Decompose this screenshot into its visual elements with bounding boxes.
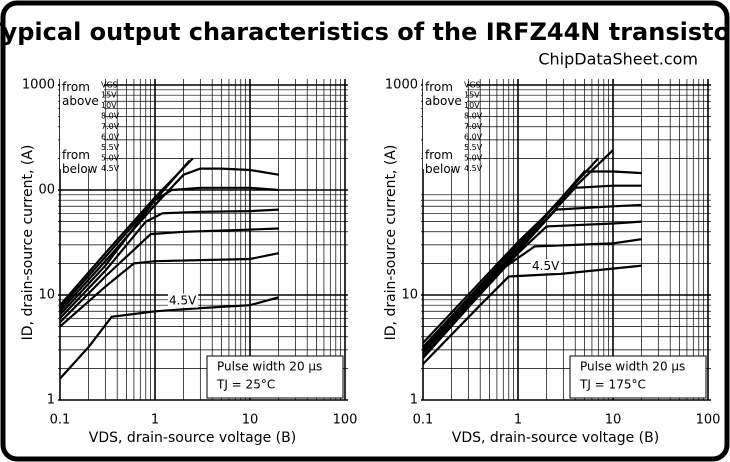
annotation: TJ = 175°C xyxy=(579,378,646,392)
curve xyxy=(422,170,642,351)
annotation: TJ = 25°C xyxy=(216,378,275,392)
legend-above: from above xyxy=(62,80,99,108)
legend-word: from xyxy=(425,80,453,94)
y-tick-label: 1000 xyxy=(22,78,55,93)
legend-above: from above xyxy=(425,80,462,108)
y-tick-label: 1 xyxy=(47,393,55,408)
y-tick-label: 10 xyxy=(38,288,55,303)
legend-word: from xyxy=(62,148,90,162)
curve xyxy=(59,167,279,313)
legend-background xyxy=(423,79,467,169)
curve xyxy=(422,149,614,344)
curve xyxy=(59,208,279,320)
legend-entry: 7.0V xyxy=(464,122,483,131)
x-tick-label: 100 xyxy=(696,413,721,428)
curve-label: 4.5V xyxy=(169,294,197,308)
x-tick-label: 0.1 xyxy=(413,413,434,428)
legend-entry: 5.0V xyxy=(101,154,120,163)
legend-below: from below xyxy=(62,148,98,176)
legend-entry: 7.0V xyxy=(101,122,120,131)
x-tick-label: 10 xyxy=(605,413,622,428)
legend-background xyxy=(60,79,104,169)
curve xyxy=(59,186,279,316)
legend-entry: 15V xyxy=(464,91,480,100)
x-axis-label: VDS, drain-source voltage (B) xyxy=(452,430,659,446)
annotation-box xyxy=(206,355,344,399)
curve xyxy=(422,184,642,353)
x-axis-label: VDS, drain-source voltage (B) xyxy=(89,430,296,446)
legend-entry: 4.5V xyxy=(464,164,483,173)
curve xyxy=(422,203,642,354)
curve xyxy=(422,264,642,365)
legend-word: below xyxy=(62,162,98,176)
legend-title: VGS xyxy=(101,81,118,90)
legend-entry: 10V xyxy=(101,101,117,110)
annotation: Pulse width 20 µs xyxy=(580,360,685,374)
annotation-box xyxy=(569,355,707,399)
x-tick-label: 1 xyxy=(151,413,159,428)
curve xyxy=(59,296,279,380)
legend-entry: 5.0V xyxy=(464,154,483,163)
legend-entry: 5.5V xyxy=(101,143,120,152)
legend-entry: 6.0V xyxy=(101,133,120,142)
curve xyxy=(59,159,191,309)
subtitle: ChipDataSheet.com xyxy=(538,50,698,69)
legend-entry: 4.5V xyxy=(101,164,120,173)
x-tick-label: 1 xyxy=(514,413,522,428)
curve-label-bg xyxy=(168,293,199,308)
x-tick-label: 10 xyxy=(242,413,259,428)
legend-entry: 15V xyxy=(101,91,117,100)
x-tick-label: 0.1 xyxy=(50,413,71,428)
y-axis-label: ID, drain-source current, (A) xyxy=(383,145,399,341)
curve-label-bg xyxy=(531,259,562,274)
legend-word: above xyxy=(62,94,99,108)
legend-word: below xyxy=(425,162,461,176)
legend-entry: 6.0V xyxy=(464,133,483,142)
y-tick-label: 00 xyxy=(38,183,55,198)
y-tick-label: 1000 xyxy=(385,78,418,93)
curve xyxy=(59,227,279,324)
legend-word: above xyxy=(425,94,462,108)
curve-label: 4.5V xyxy=(532,259,560,273)
curve xyxy=(422,238,642,359)
legend-word: from xyxy=(425,148,453,162)
legend-entry: 8.0V xyxy=(464,112,483,121)
y-tick-label: 10 xyxy=(401,288,418,303)
curve xyxy=(59,252,279,328)
legend-entry: 10V xyxy=(464,101,480,110)
title: Typical output characteristics of the IR… xyxy=(0,18,730,46)
legend-title: VGS xyxy=(464,81,481,90)
annotation: Pulse width 20 µs xyxy=(217,360,322,374)
legend-entry: 5.5V xyxy=(464,143,483,152)
y-axis-label: ID, drain-source current, (A) xyxy=(20,145,36,341)
legend-word: from xyxy=(62,80,90,94)
y-tick-label: 1 xyxy=(410,393,418,408)
x-tick-label: 100 xyxy=(333,413,358,428)
legend-below: from below xyxy=(425,148,461,176)
legend-entry: 8.0V xyxy=(101,112,120,121)
